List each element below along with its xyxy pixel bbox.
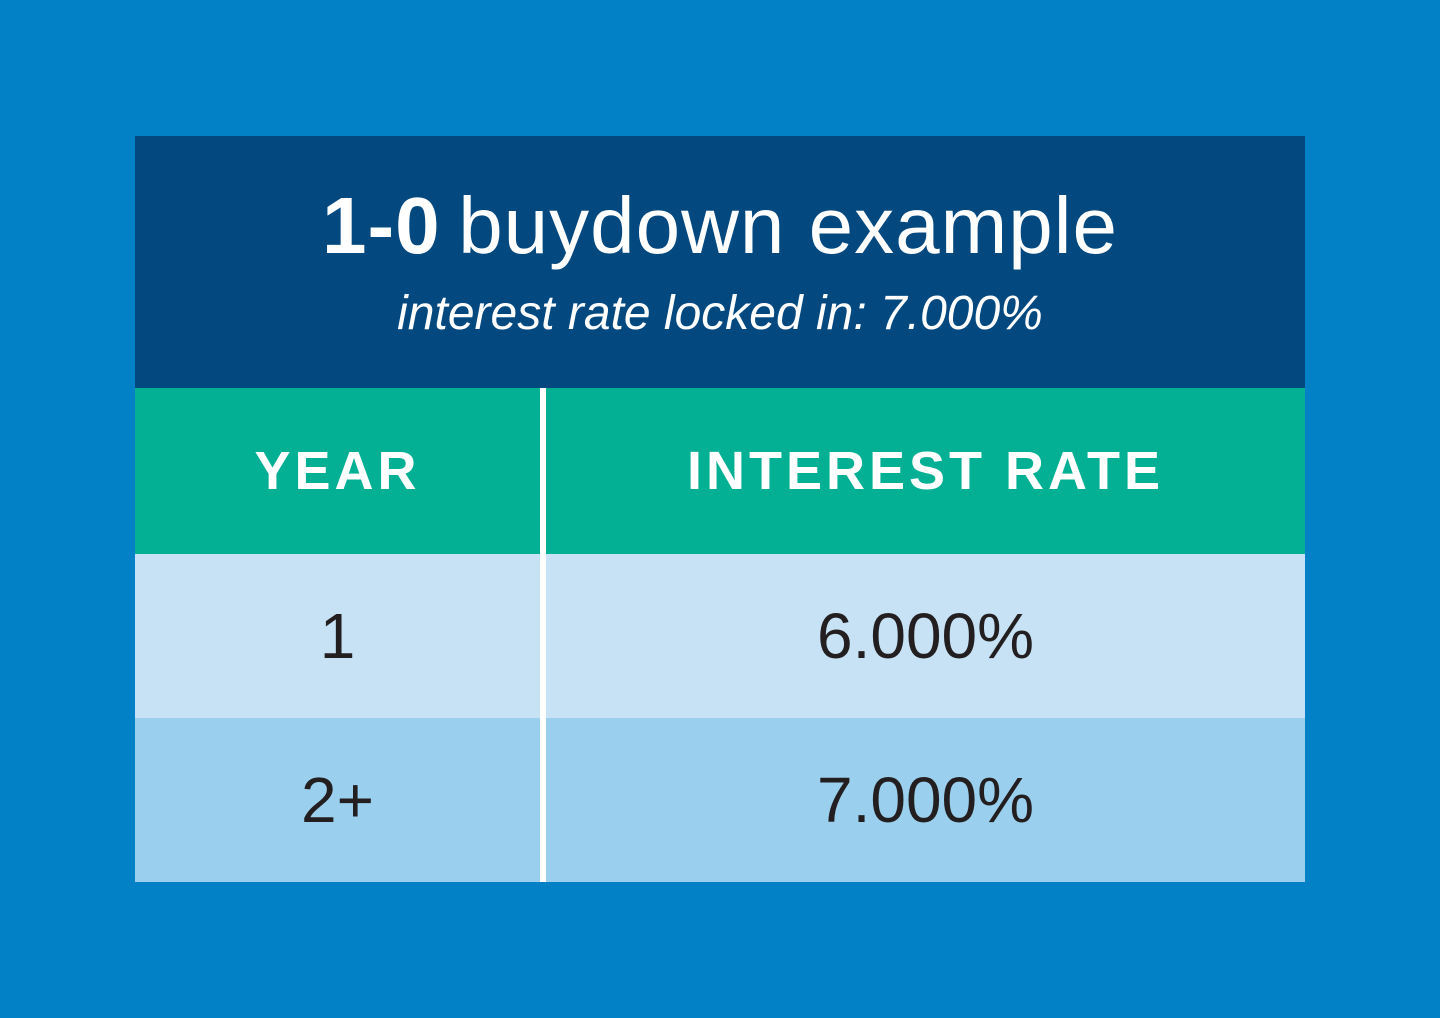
column-header-year: YEAR — [254, 441, 421, 501]
column-divider — [540, 554, 546, 718]
rate-table: YEAR INTEREST RATE 1 6.000% 2+ 7.000% — [135, 388, 1305, 882]
title-text: buydown example — [458, 181, 1119, 270]
interest-rate-value: 7.000% — [816, 764, 1035, 836]
card-subtitle: interest rate locked in: 7.000% — [397, 287, 1043, 340]
year-value: 1 — [319, 600, 356, 672]
column-divider — [540, 718, 546, 882]
title-ratio: 1-0 — [321, 181, 441, 270]
card-header: 1-0 buydown example interest rate locked … — [135, 136, 1305, 388]
interest-rate-value: 6.000% — [816, 600, 1035, 672]
table-row: 2+ 7.000% — [135, 718, 1305, 882]
column-header-interest-rate: INTEREST RATE — [686, 441, 1164, 501]
buydown-example-card: 1-0 buydown example interest rate locked … — [135, 136, 1305, 882]
table-row: 1 6.000% — [135, 554, 1305, 718]
year-value: 2+ — [301, 764, 374, 836]
column-divider — [540, 388, 546, 554]
card-title: 1-0 buydown example — [322, 186, 1118, 266]
table-header-row: YEAR INTEREST RATE — [135, 388, 1305, 554]
